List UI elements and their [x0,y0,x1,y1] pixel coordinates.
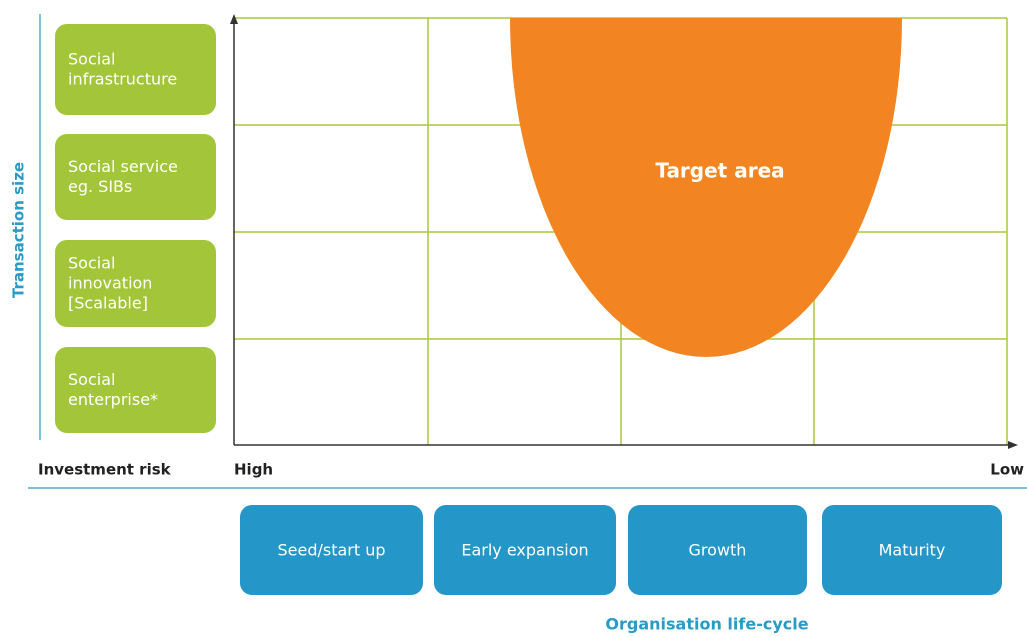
transaction-boxes: Social infrastructure Social service eg. SI… [55,24,216,433]
transaction-label: Social innovation [Scalable] [68,253,152,312]
stage-label: Maturity [879,541,946,560]
risk-label: Investment risk [38,461,172,479]
risk-high: High [234,461,273,479]
stage-label: Seed/start up [277,541,385,560]
target-label: Target area [655,159,784,183]
stage-label: Growth [689,541,747,560]
transaction-label: Social enterprise* [68,370,158,409]
arrow-right [1008,441,1018,449]
stage-box [434,505,616,595]
transaction-label: Social service eg. SIBs [68,157,178,196]
transaction-box [55,240,216,327]
transaction-box [55,347,216,433]
life-cycle-boxes: Seed/start up Early expansion Growth Maturi… [240,505,1002,595]
stage-box [822,505,1002,595]
risk-low: Low [990,461,1024,479]
axes [233,20,1012,446]
transaction-box [55,24,216,115]
transaction-box [55,134,216,220]
transaction-label: Social infrastructure [68,49,177,88]
x-axis-label: Organisation life-cycle [605,615,808,634]
stage-label: Early expansion [461,541,588,560]
arrow-up [230,14,238,24]
stage-box [240,505,423,595]
target-area [510,18,902,357]
y-axis-label: Transaction size [10,162,28,298]
stage-box [628,505,807,595]
